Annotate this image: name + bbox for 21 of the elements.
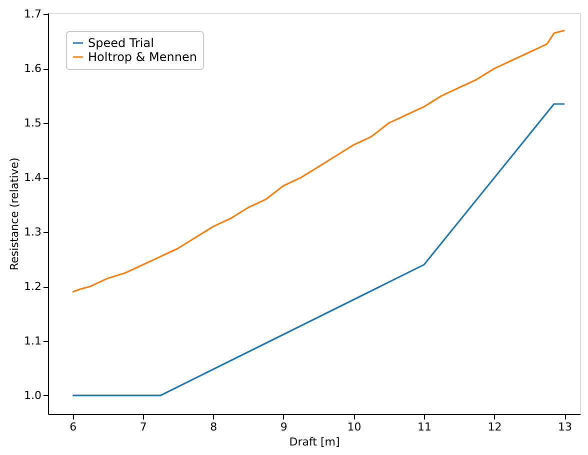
line-series bbox=[72, 30, 566, 293]
y-axis-title: Resistance (relative) bbox=[8, 158, 22, 270]
y-tick-label: 1.7 bbox=[24, 8, 42, 21]
legend-label: Speed Trial bbox=[88, 36, 154, 50]
x-tick-label: 6 bbox=[70, 420, 77, 434]
x-tick-label: 12 bbox=[488, 420, 502, 434]
x-axis-title: Draft [m] bbox=[289, 436, 340, 448]
x-tick-label: 11 bbox=[417, 420, 432, 434]
x-tick-label: 13 bbox=[558, 420, 572, 434]
y-tick-label: 1.0 bbox=[24, 388, 42, 402]
x-tick-label: 7 bbox=[140, 420, 147, 434]
legend-label: Holtrop & Mennen bbox=[88, 50, 197, 64]
y-tick-label: 1.3 bbox=[24, 226, 42, 239]
y-tick-label: 1.1 bbox=[24, 334, 42, 348]
x-tick-label: 9 bbox=[280, 420, 288, 434]
x-tick-label: 10 bbox=[347, 420, 362, 434]
y-tick-label: 1.2 bbox=[24, 280, 42, 294]
y-tick-label: 1.4 bbox=[24, 171, 42, 184]
y-tick-label: 1.6 bbox=[24, 62, 42, 76]
x-tick-label: 8 bbox=[210, 420, 218, 434]
y-tick-label: 1.5 bbox=[24, 116, 42, 130]
